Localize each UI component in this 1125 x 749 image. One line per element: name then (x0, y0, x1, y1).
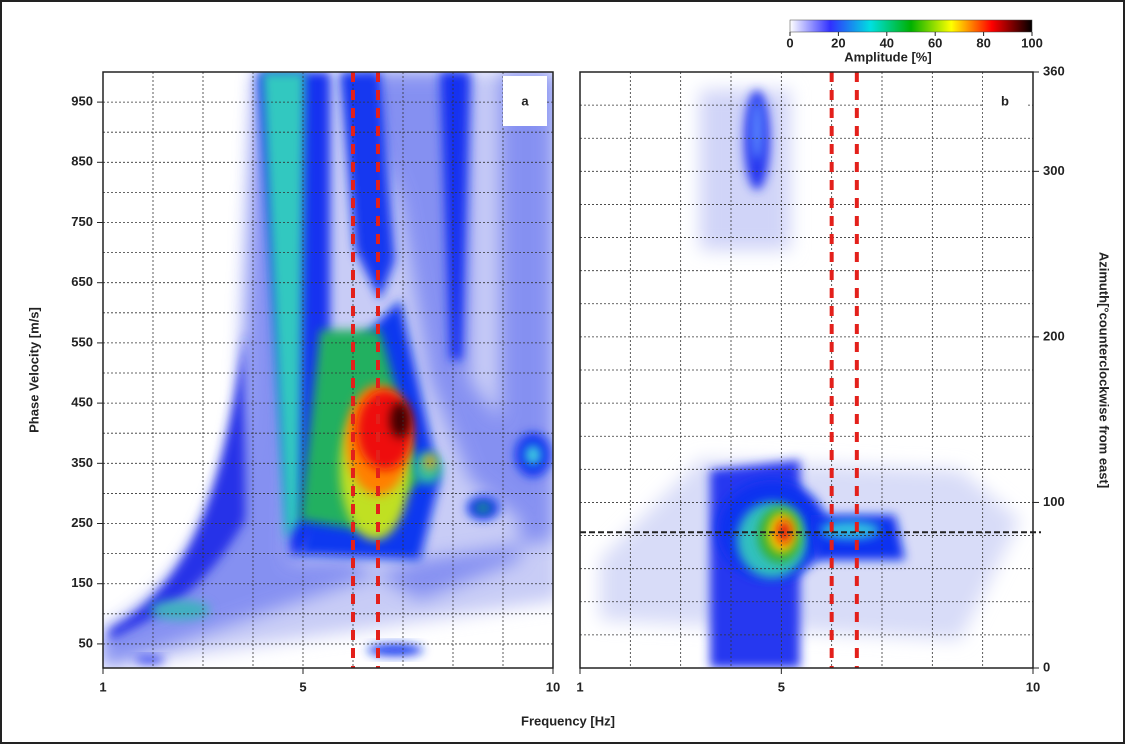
y-tick-label: 850 (71, 154, 93, 169)
y-tick-label: 200 (1043, 328, 1065, 343)
y-tick-label: 450 (71, 395, 93, 410)
y-tick-label: 250 (71, 515, 93, 530)
y-tick-label: 150 (71, 575, 93, 590)
colorbar (789, 19, 1033, 33)
y-tick-label: 100 (1043, 494, 1065, 509)
x-tick-label: 10 (546, 679, 560, 694)
y-tick-label: 750 (71, 214, 93, 229)
colorbar-tick-label: 40 (880, 35, 894, 50)
colorbar-tick-label: 100 (1021, 35, 1043, 50)
x-tick-label: 1 (576, 679, 583, 694)
panel-label-box (503, 76, 547, 126)
colorbar-tick-label: 60 (928, 35, 942, 50)
y-tick-label: 360 (1043, 63, 1065, 78)
y-tick-label: 50 (79, 635, 93, 650)
heatmap-b (600, 90, 1020, 668)
y-tick-label: 550 (71, 334, 93, 349)
colorbar-tick-label: 20 (831, 35, 845, 50)
x-tick-label: 10 (1026, 679, 1040, 694)
plot-frame (579, 71, 1034, 669)
y-tick-label: 650 (71, 274, 93, 289)
panel-label: b (1001, 93, 1009, 108)
x-tick-label: 5 (299, 679, 306, 694)
y-tick-label: 350 (71, 455, 93, 470)
panel-label: a (521, 93, 529, 108)
panel-label-box (983, 76, 1027, 126)
y-tick-label: 0 (1043, 659, 1050, 674)
x-tick-label: 1 (99, 679, 106, 694)
plot-frame (102, 71, 554, 669)
colorbar-label: Amplitude [%] (844, 49, 931, 64)
y-axis-title: Phase Velocity [m/s] (26, 307, 41, 433)
x-tick-label: 5 (778, 679, 785, 694)
colorbar-tick-label: 80 (976, 35, 990, 50)
x-axis-title: Frequency [Hz] (521, 713, 615, 728)
y-tick-label: 950 (71, 94, 93, 109)
y-tick-label: 300 (1043, 163, 1065, 178)
heatmap-a (103, 72, 553, 668)
colorbar-tick-label: 0 (786, 35, 793, 50)
y-axis-title: Azimuth[°counterclockwise from east] (1097, 252, 1112, 488)
